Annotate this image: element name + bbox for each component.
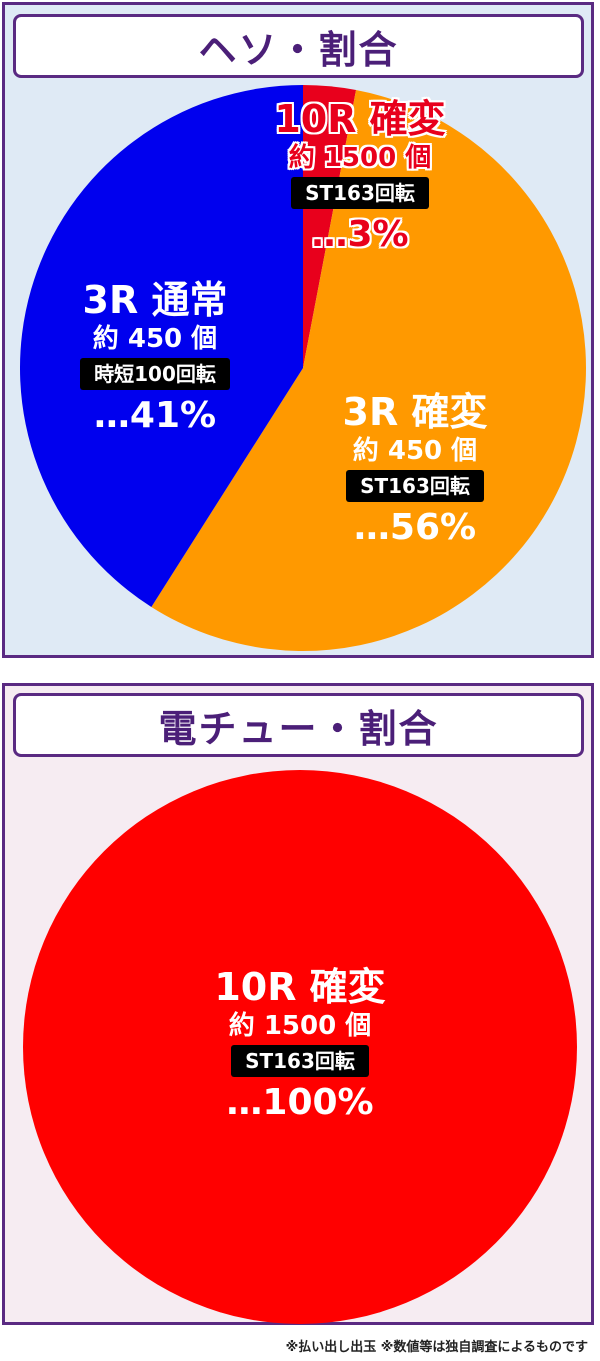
heso-label-3r-tsujo: 3R 通常 約 450 個 時短100回転 …41%: [40, 278, 270, 438]
heso-3rk-sub: 約 450 個: [352, 436, 478, 466]
heso-10r-head: 10R 確変: [274, 97, 446, 141]
heso-slice-2: [20, 85, 303, 607]
heso-10r-badge: ST163回転: [291, 177, 429, 209]
heso-pie-chart: [20, 85, 586, 651]
footnote: ※払い出し出玉 ※数値等は独自調査によるものです: [285, 1340, 588, 1355]
heso-3rk-pct: …56%: [353, 507, 477, 548]
heso-3rk-badge: ST163回転: [346, 470, 484, 502]
heso-slice-0: [303, 85, 357, 368]
denchu-title: 電チュー・割合: [13, 693, 584, 757]
heso-3rk-head: 3R 確変: [342, 390, 488, 434]
heso-label-3r-kakuhen: 3R 確変 約 450 個 ST163回転 …56%: [300, 390, 530, 550]
heso-label-10r-kakuhen: 10R 確変 約 1500 個 ST163回転 …3%: [240, 97, 480, 257]
heso-3rn-pct: …41%: [93, 395, 217, 436]
denchu-label-10r-kakuhen: 10R 確変 約 1500 個 ST163回転 …100%: [180, 965, 420, 1125]
denchu-10r-pct: …100%: [226, 1082, 374, 1123]
heso-10r-pct: …3%: [311, 214, 409, 255]
denchu-10r-badge: ST163回転: [231, 1045, 369, 1077]
heso-3rn-sub: 約 450 個: [92, 324, 218, 354]
heso-3rn-badge: 時短100回転: [80, 358, 230, 390]
heso-title: ヘソ・割合: [13, 14, 584, 78]
heso-3rn-head: 3R 通常: [82, 278, 228, 322]
denchu-10r-head: 10R 確変: [214, 965, 386, 1009]
heso-slice-1: [151, 90, 586, 651]
denchu-10r-sub: 約 1500 個: [228, 1011, 372, 1041]
heso-10r-sub: 約 1500 個: [288, 143, 432, 173]
